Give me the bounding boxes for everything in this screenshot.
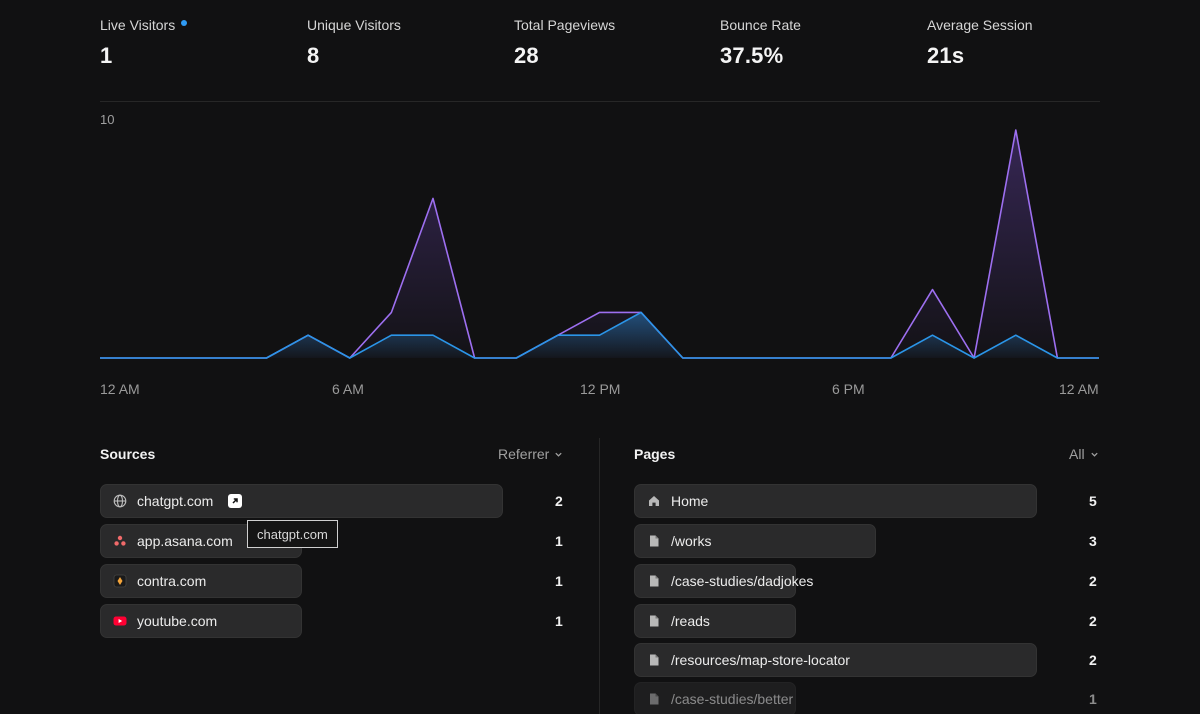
stat-value: 28 bbox=[514, 43, 539, 68]
traffic-chart[interactable]: 10 bbox=[0, 102, 1200, 372]
stat-label: Bounce Rate bbox=[720, 17, 801, 33]
asana-icon bbox=[112, 533, 128, 549]
x-tick-label: 6 PM bbox=[832, 381, 865, 397]
page-bar bbox=[634, 643, 1037, 677]
page-label: /resources/map-store-locator bbox=[671, 652, 850, 668]
chevron-down-icon bbox=[1090, 452, 1098, 457]
contra-icon bbox=[112, 573, 128, 589]
live-indicator-icon bbox=[181, 20, 188, 26]
stat-unique-visitors: Unique Visitors 8 bbox=[307, 16, 401, 69]
pages-filter-label: All bbox=[1069, 446, 1085, 462]
source-label: youtube.com bbox=[137, 613, 218, 629]
page-label: /case-studies/dadjokes bbox=[671, 573, 814, 589]
youtube-icon bbox=[112, 613, 128, 629]
source-count: 1 bbox=[555, 573, 563, 589]
source-count: 1 bbox=[555, 613, 563, 629]
page-count: 5 bbox=[1089, 493, 1097, 509]
stat-total-pageviews: Total Pageviews 28 bbox=[514, 16, 615, 69]
y-max-label: 10 bbox=[100, 112, 114, 127]
stat-label: Average Session bbox=[927, 17, 1033, 33]
page-count: 2 bbox=[1089, 573, 1097, 589]
file-icon bbox=[646, 533, 662, 549]
page-bar bbox=[634, 564, 796, 598]
pageviews-area bbox=[100, 130, 1099, 358]
source-bar bbox=[100, 564, 302, 598]
page-count: 2 bbox=[1089, 613, 1097, 629]
page-count: 3 bbox=[1089, 533, 1097, 549]
page-bar bbox=[634, 484, 1037, 518]
panel-divider bbox=[599, 438, 600, 714]
stat-label: Total Pageviews bbox=[514, 17, 616, 33]
globe-icon bbox=[112, 493, 128, 509]
file-icon bbox=[646, 691, 662, 707]
pages-filter-dropdown[interactable]: All bbox=[1069, 446, 1099, 462]
page-label: /case-studies/better bbox=[671, 691, 794, 707]
referrer-dropdown[interactable]: Referrer bbox=[498, 446, 563, 462]
home-icon bbox=[646, 493, 662, 509]
stat-live-visitors: Live Visitors 1 bbox=[100, 16, 188, 69]
stat-value: 21s bbox=[927, 43, 965, 68]
external-link-icon[interactable] bbox=[228, 494, 243, 508]
page-label: /reads bbox=[671, 613, 710, 629]
source-count: 1 bbox=[555, 533, 563, 549]
x-tick-label: 12 PM bbox=[580, 381, 621, 397]
file-icon bbox=[646, 652, 662, 668]
page-label: /works bbox=[671, 533, 712, 549]
page-count: 2 bbox=[1089, 652, 1097, 668]
chart-points bbox=[99, 129, 1100, 359]
file-icon bbox=[646, 613, 662, 629]
referrer-dropdown-label: Referrer bbox=[498, 446, 550, 462]
stat-label: Live Visitors bbox=[100, 17, 176, 33]
stat-bounce-rate: Bounce Rate 37.5% bbox=[720, 16, 801, 69]
source-bar bbox=[100, 604, 302, 638]
stat-value: 37.5% bbox=[720, 43, 784, 68]
file-icon bbox=[646, 573, 662, 589]
source-tooltip: chatgpt.com bbox=[247, 520, 338, 548]
source-label: app.asana.com bbox=[137, 533, 233, 549]
stat-value: 1 bbox=[100, 43, 113, 68]
page-count: 1 bbox=[1089, 691, 1097, 707]
source-label: contra.com bbox=[137, 573, 207, 589]
pages-title: Pages bbox=[634, 446, 676, 462]
x-tick-label: 12 AM bbox=[100, 381, 140, 397]
stat-average-session: Average Session 21s bbox=[927, 16, 1033, 69]
chevron-down-icon bbox=[555, 452, 563, 457]
x-tick-label: 12 AM bbox=[1059, 381, 1099, 397]
page-bar bbox=[634, 682, 796, 714]
x-tick-label: 6 AM bbox=[332, 381, 364, 397]
stat-value: 8 bbox=[307, 43, 320, 68]
stats-row: Live Visitors 1 Unique Visitors 8 Total … bbox=[100, 16, 1100, 68]
page-bar bbox=[634, 524, 876, 558]
page-bar bbox=[634, 604, 796, 638]
source-bar bbox=[100, 484, 503, 518]
page-label: Home bbox=[671, 493, 709, 509]
stat-label: Unique Visitors bbox=[307, 17, 401, 33]
source-count: 2 bbox=[555, 493, 563, 509]
source-label: chatgpt.com bbox=[137, 493, 214, 509]
sources-title: Sources bbox=[100, 446, 156, 462]
divider bbox=[100, 101, 1100, 102]
